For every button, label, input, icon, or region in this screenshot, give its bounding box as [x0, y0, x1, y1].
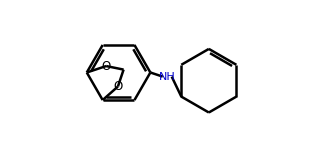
Text: O: O	[113, 80, 123, 93]
Text: O: O	[101, 60, 111, 72]
Text: NH: NH	[159, 72, 176, 82]
